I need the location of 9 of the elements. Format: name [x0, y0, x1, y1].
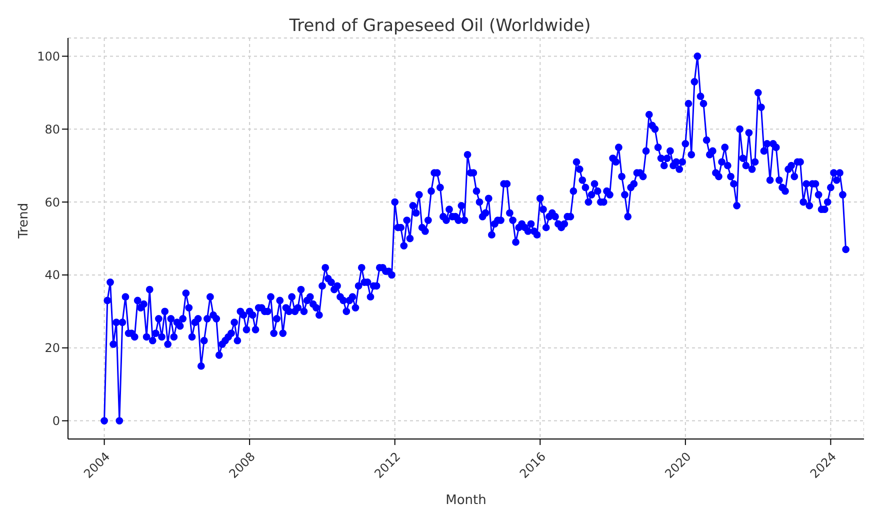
chart-title: Trend of Grapeseed Oil (Worldwide) [288, 16, 592, 36]
y-axis-title: Trend [16, 202, 32, 240]
y-tick-label: 0 [52, 414, 60, 428]
y-tick-label: 40 [44, 268, 60, 282]
y-tick-label: 100 [37, 49, 60, 64]
y-tick-label: 20 [44, 341, 60, 356]
y-tick-label: 80 [44, 122, 60, 136]
y-tick-label: 60 [44, 195, 60, 210]
x-axis-title: Month [446, 493, 486, 508]
